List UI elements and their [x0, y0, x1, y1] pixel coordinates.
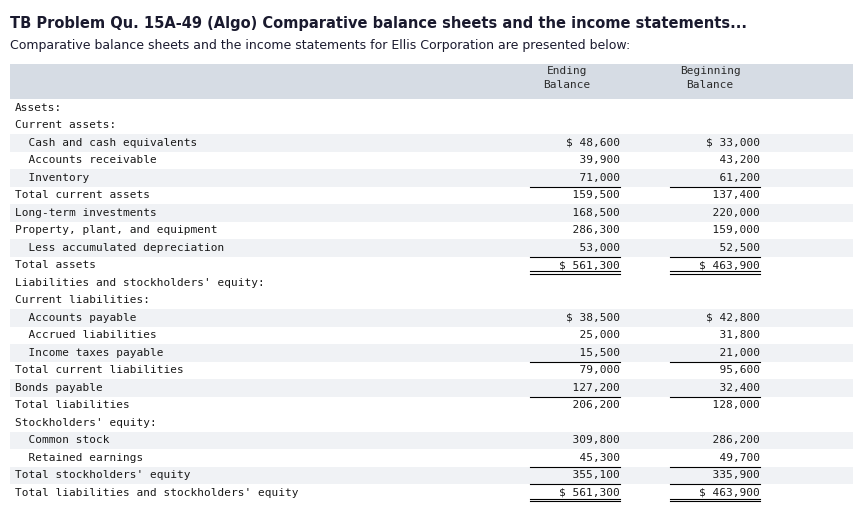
Text: 71,000: 71,000	[566, 173, 620, 183]
Text: Cash and cash equivalents: Cash and cash equivalents	[15, 138, 198, 148]
Text: Accrued liabilities: Accrued liabilities	[15, 330, 157, 340]
Text: Accounts receivable: Accounts receivable	[15, 155, 157, 165]
Text: Bonds payable: Bonds payable	[15, 383, 103, 393]
Text: 95,600: 95,600	[706, 365, 760, 375]
Text: Ending
Balance: Ending Balance	[544, 66, 590, 90]
Text: Stockholders' equity:: Stockholders' equity:	[15, 418, 157, 428]
Text: 159,500: 159,500	[559, 190, 620, 200]
Text: Total current assets: Total current assets	[15, 190, 150, 200]
Text: Retained earnings: Retained earnings	[15, 453, 143, 463]
Text: Total liabilities and stockholders' equity: Total liabilities and stockholders' equi…	[15, 488, 299, 498]
Text: $ 463,900: $ 463,900	[699, 260, 760, 270]
Text: 128,000: 128,000	[699, 400, 760, 410]
Text: $ 48,600: $ 48,600	[566, 138, 620, 148]
Text: 43,200: 43,200	[706, 155, 760, 165]
Text: Less accumulated depreciation: Less accumulated depreciation	[15, 243, 224, 253]
Text: Comparative balance sheets and the income statements for Ellis Corporation are p: Comparative balance sheets and the incom…	[10, 39, 630, 52]
Text: 335,900: 335,900	[699, 470, 760, 480]
Text: 21,000: 21,000	[706, 348, 760, 358]
Bar	[10, 344, 853, 362]
Text: 79,000: 79,000	[566, 365, 620, 375]
Text: 127,200: 127,200	[559, 383, 620, 393]
Text: 61,200: 61,200	[706, 173, 760, 183]
Bar	[10, 64, 853, 99]
Text: 15,500: 15,500	[566, 348, 620, 358]
Bar	[10, 239, 853, 256]
Text: 31,800: 31,800	[706, 330, 760, 340]
Text: 286,200: 286,200	[699, 435, 760, 445]
Text: Current liabilities:: Current liabilities:	[15, 295, 150, 305]
Text: Current assets:: Current assets:	[15, 120, 117, 130]
Text: 286,300: 286,300	[559, 225, 620, 235]
Text: Common stock: Common stock	[15, 435, 110, 445]
Text: $ 561,300: $ 561,300	[559, 488, 620, 498]
Bar	[10, 379, 853, 397]
Text: 168,500: 168,500	[559, 208, 620, 218]
Text: Property, plant, and equipment: Property, plant, and equipment	[15, 225, 217, 235]
Text: Liabilities and stockholders' equity:: Liabilities and stockholders' equity:	[15, 278, 265, 288]
Text: 159,000: 159,000	[699, 225, 760, 235]
Text: Total assets: Total assets	[15, 260, 96, 270]
Bar	[10, 309, 853, 326]
Text: 52,500: 52,500	[706, 243, 760, 253]
Text: 49,700: 49,700	[706, 453, 760, 463]
Text: 45,300: 45,300	[566, 453, 620, 463]
Bar	[10, 431, 853, 449]
Text: Assets:: Assets:	[15, 103, 62, 113]
Text: 220,000: 220,000	[699, 208, 760, 218]
Bar	[10, 134, 853, 152]
Text: Income taxes payable: Income taxes payable	[15, 348, 163, 358]
Bar	[10, 169, 853, 186]
Bar	[10, 204, 853, 222]
Text: 137,400: 137,400	[699, 190, 760, 200]
Text: Beginning
Balance: Beginning Balance	[680, 66, 740, 90]
Text: 32,400: 32,400	[706, 383, 760, 393]
Bar	[10, 467, 853, 484]
Text: Long-term investments: Long-term investments	[15, 208, 157, 218]
Text: Total current liabilities: Total current liabilities	[15, 365, 184, 375]
Text: 309,800: 309,800	[559, 435, 620, 445]
Text: 53,000: 53,000	[566, 243, 620, 253]
Text: Total liabilities: Total liabilities	[15, 400, 129, 410]
Text: $ 561,300: $ 561,300	[559, 260, 620, 270]
Text: $ 38,500: $ 38,500	[566, 313, 620, 323]
Text: $ 463,900: $ 463,900	[699, 488, 760, 498]
Text: TB Problem Qu. 15A-49 (Algo) Comparative balance sheets and the income statement: TB Problem Qu. 15A-49 (Algo) Comparative…	[10, 16, 747, 31]
Text: $ 33,000: $ 33,000	[706, 138, 760, 148]
Text: 206,200: 206,200	[559, 400, 620, 410]
Text: 355,100: 355,100	[559, 470, 620, 480]
Text: Total stockholders' equity: Total stockholders' equity	[15, 470, 191, 480]
Text: Accounts payable: Accounts payable	[15, 313, 136, 323]
Text: 25,000: 25,000	[566, 330, 620, 340]
Text: $ 42,800: $ 42,800	[706, 313, 760, 323]
Text: 39,900: 39,900	[566, 155, 620, 165]
Text: Inventory: Inventory	[15, 173, 89, 183]
